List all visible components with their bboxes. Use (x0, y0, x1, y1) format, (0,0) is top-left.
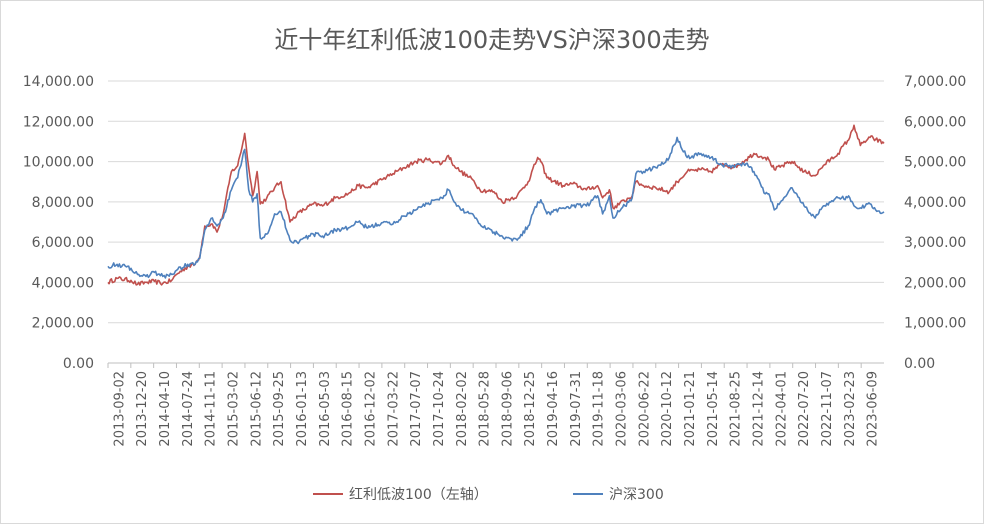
x-tick-label: 2022-11-07 (820, 371, 835, 447)
x-tick-label: 2019-11-18 (592, 371, 607, 447)
gridlines (108, 80, 884, 364)
x-tick-label: 2019-07-31 (569, 371, 584, 447)
chart-title: 近十年红利低波100走势VS沪深300走势 (274, 26, 709, 54)
x-tick-label: 2015-03-02 (227, 371, 242, 447)
x-axis-ticks: 2013-09-02 2013-12-20 2014-04-10 2014-07-24… (107, 363, 881, 447)
right-tick-label: 6,000.00 (904, 114, 966, 130)
x-tick-label: 2023-02-23 (843, 371, 858, 447)
x-tick-label: 2014-07-24 (181, 371, 196, 447)
x-tick-label: 2022-07-20 (797, 371, 812, 447)
x-tick-label: 2018-05-28 (478, 371, 493, 447)
x-tick-label: 2014-04-10 (158, 371, 173, 447)
x-tick-label: 2021-05-14 (706, 371, 721, 447)
x-tick-label: 2015-06-12 (249, 371, 264, 447)
x-tick-label: 2021-12-14 (751, 371, 766, 447)
right-tick-label: 1,000.00 (904, 316, 966, 332)
x-tick-label: 2017-03-22 (386, 371, 401, 447)
x-tick-label: 2019-04-16 (546, 371, 561, 447)
x-tick-label: 2021-08-25 (729, 371, 744, 447)
left-tick-label: 10,000.00 (23, 155, 94, 171)
right-tick-label: 3,000.00 (904, 235, 966, 251)
series-line-1 (107, 124, 885, 286)
x-tick-label: 2016-08-15 (341, 371, 356, 447)
right-axis-ticks: 0.00 1,000.00 2,000.00 3,000.00 4,000.00 5,00… (904, 74, 966, 372)
left-tick-label: 6,000.00 (32, 235, 94, 251)
left-tick-label: 4,000.00 (32, 275, 94, 291)
x-tick-label: 2017-07-07 (409, 371, 424, 447)
left-tick-label: 14,000.00 (23, 74, 94, 90)
legend-label: 红利低波100（左轴） (349, 487, 488, 503)
right-tick-label: 7,000.00 (904, 74, 966, 90)
legend-label: 沪深300 (609, 487, 664, 503)
right-tick-label: 0.00 (904, 356, 935, 372)
x-tick-label: 2013-12-20 (135, 371, 150, 447)
x-tick-label: 2022-04-01 (774, 371, 789, 447)
x-tick-label: 2018-02-02 (455, 371, 470, 447)
x-tick-label: 2021-01-21 (683, 371, 698, 447)
x-tick-label: 2013-09-02 (112, 371, 127, 447)
legend: 红利低波100（左轴） 沪深300 (313, 487, 664, 503)
right-tick-label: 5,000.00 (904, 155, 966, 171)
x-tick-label: 2020-03-06 (615, 371, 630, 447)
series-line-2 (107, 136, 885, 279)
left-tick-label: 0.00 (63, 356, 94, 372)
x-tick-label: 2018-12-25 (523, 371, 538, 447)
x-tick-label: 2016-12-02 (363, 371, 378, 447)
left-axis-ticks: 0.00 2,000.00 4,000.00 6,000.00 8,000.00 10,0… (23, 74, 94, 372)
right-tick-label: 4,000.00 (904, 195, 966, 211)
x-tick-label: 2016-01-13 (295, 371, 310, 447)
left-tick-label: 8,000.00 (32, 195, 94, 211)
left-tick-label: 12,000.00 (23, 114, 94, 130)
x-tick-label: 2020-06-22 (637, 371, 652, 447)
right-tick-label: 2,000.00 (904, 275, 966, 291)
x-tick-label: 2015-09-25 (272, 371, 287, 447)
x-tick-label: 2014-11-11 (204, 371, 219, 447)
x-tick-label: 2020-10-12 (660, 371, 675, 447)
left-tick-label: 2,000.00 (32, 316, 94, 332)
x-tick-label: 2018-09-06 (500, 371, 515, 447)
series-lines (107, 124, 885, 286)
x-tick-label: 2016-05-03 (318, 371, 333, 447)
x-tick-label: 2017-10-24 (432, 371, 447, 447)
x-tick-label: 2023-06-09 (866, 371, 881, 447)
